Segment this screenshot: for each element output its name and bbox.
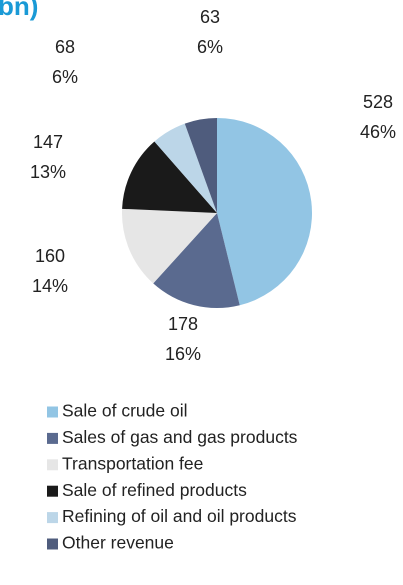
percent-label: 6% xyxy=(52,67,78,87)
legend-swatch xyxy=(47,538,58,550)
value-label: 147 xyxy=(33,132,63,152)
legend-label: Sales of gas and gas products xyxy=(62,427,298,447)
value-label: 528 xyxy=(363,92,393,112)
pie-slice xyxy=(122,208,217,284)
legend-swatch xyxy=(47,459,58,471)
percent-label: 6% xyxy=(197,37,223,57)
legend-label: Sale of refined products xyxy=(62,480,247,500)
legend-label: Sale of crude oil xyxy=(62,401,188,421)
pie-slice xyxy=(184,118,217,213)
pie-slice xyxy=(217,118,313,306)
pie-slice xyxy=(122,141,217,213)
percent-label: 14% xyxy=(32,276,68,296)
legend-swatch xyxy=(47,512,58,524)
legend-label: Other revenue xyxy=(62,533,174,553)
legend-label: Transportation fee xyxy=(62,453,203,473)
value-label: 63 xyxy=(200,7,220,27)
value-label: 160 xyxy=(35,246,65,266)
value-label: 68 xyxy=(55,37,75,57)
legend-swatch xyxy=(47,406,58,418)
value-label: 178 xyxy=(168,314,198,334)
pie-slice xyxy=(154,123,217,213)
legend-swatch xyxy=(47,485,58,497)
pie-slice xyxy=(153,213,240,309)
percent-label: 13% xyxy=(30,162,66,182)
percent-label: 16% xyxy=(165,344,201,364)
legend-swatch xyxy=(47,432,58,444)
chart-title: bn) xyxy=(0,0,38,21)
legend-label: Refining of oil and oil products xyxy=(62,506,297,526)
percent-label: 46% xyxy=(360,122,396,142)
